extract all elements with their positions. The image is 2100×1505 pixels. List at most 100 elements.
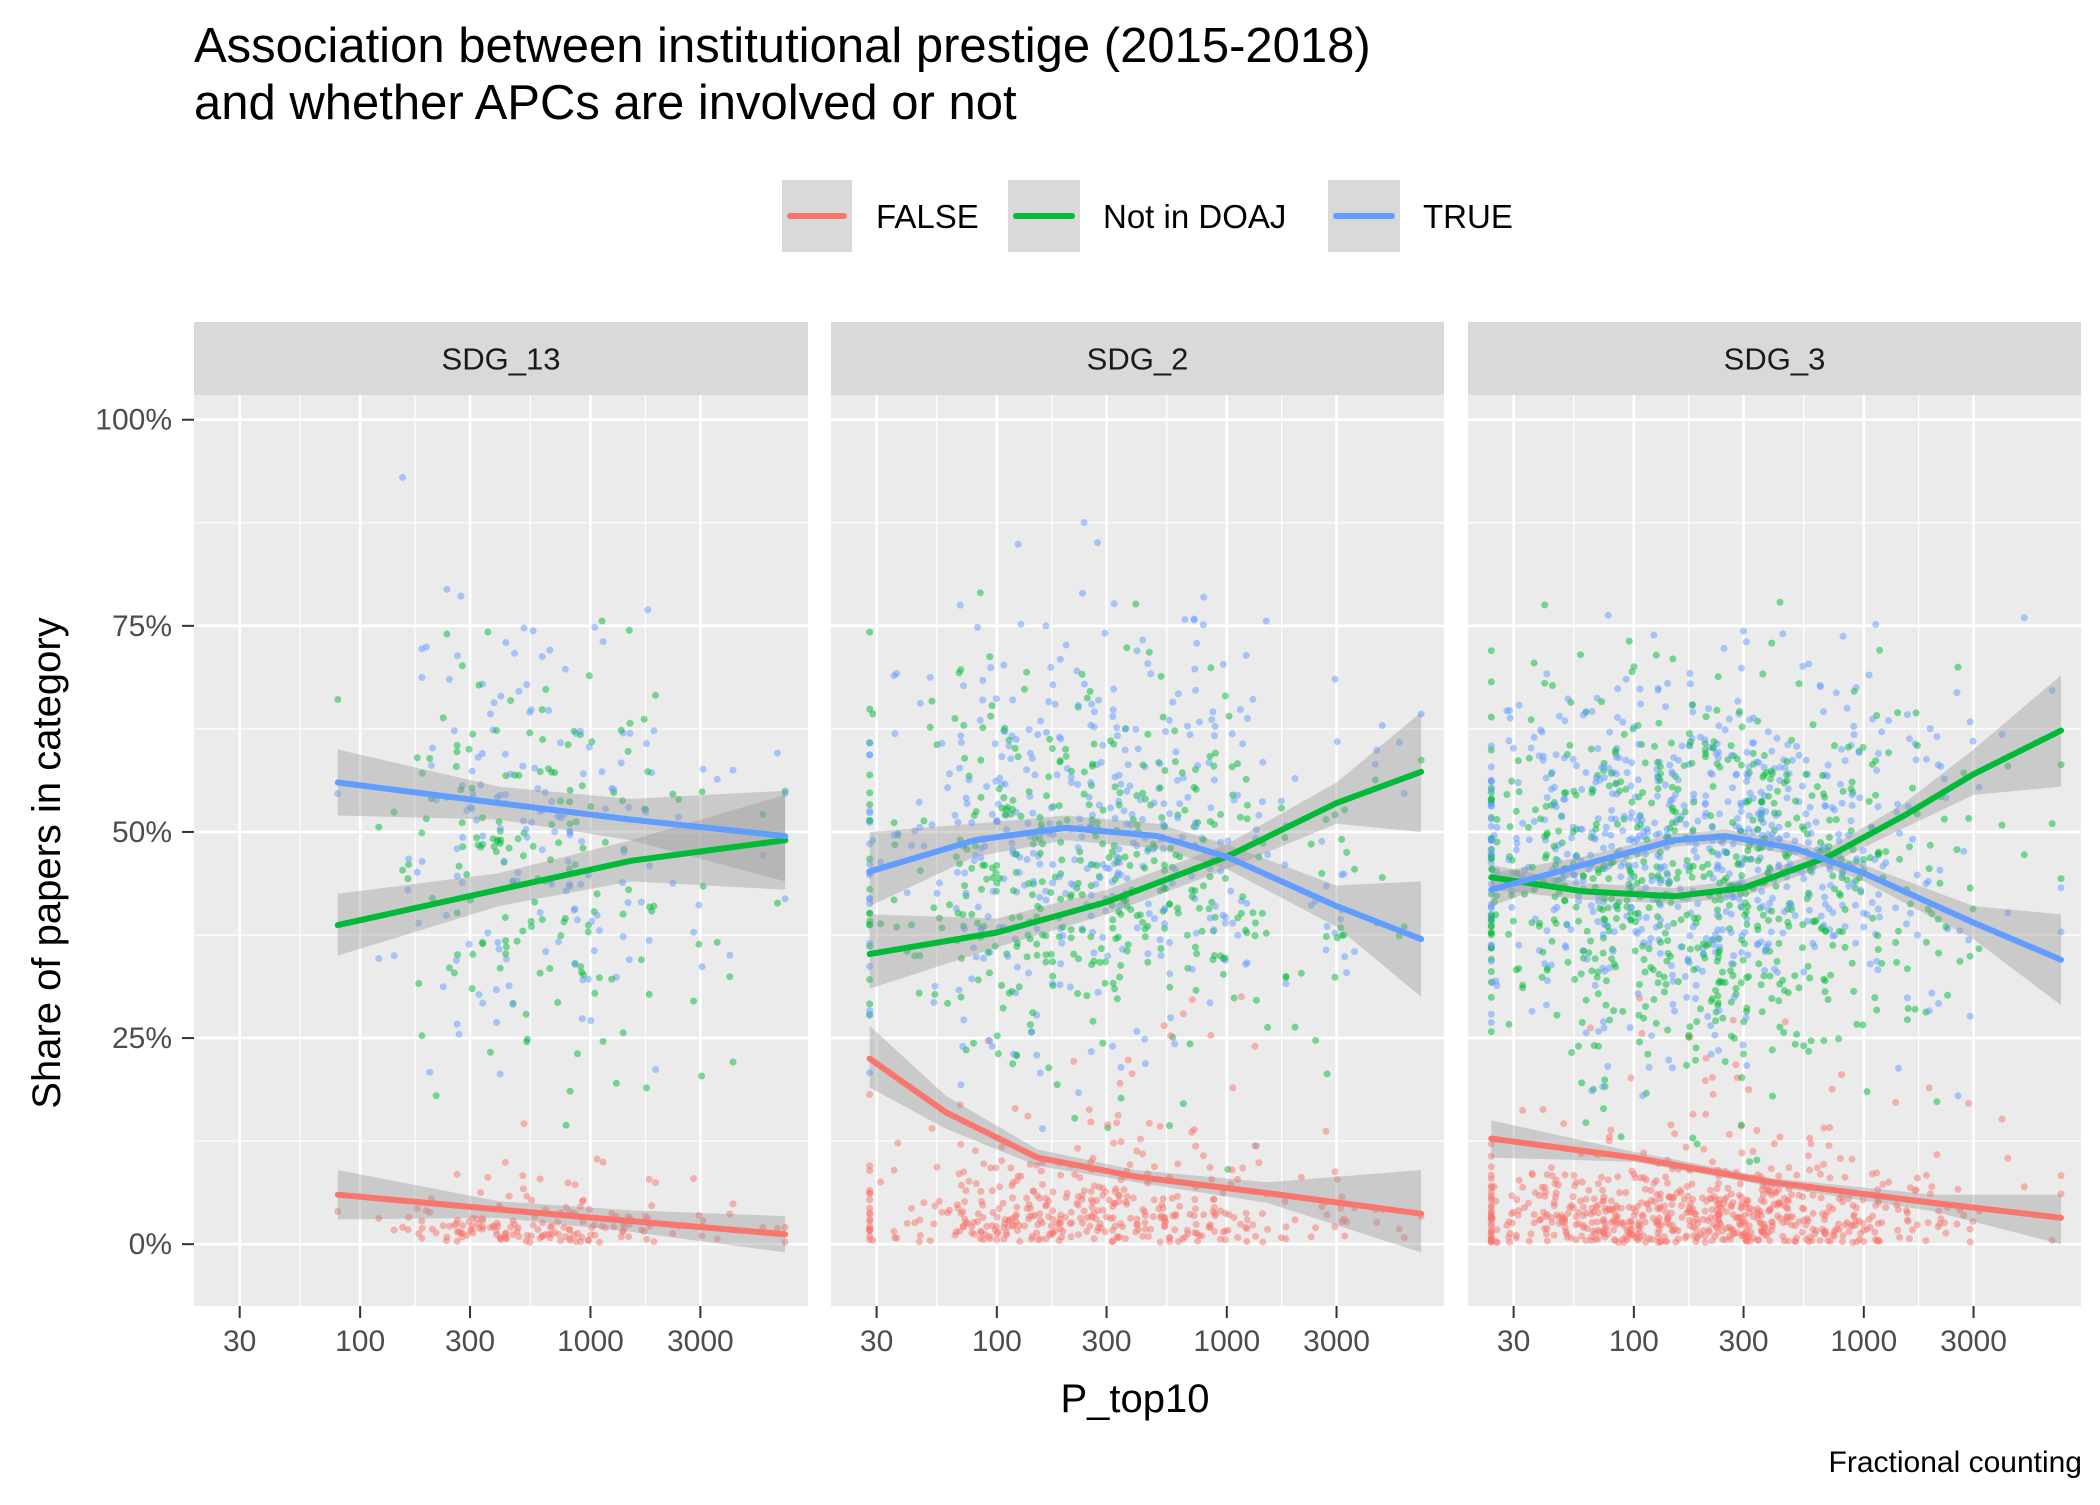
data-point-false <box>1669 1226 1677 1234</box>
data-point-true <box>1594 745 1602 753</box>
data-point-false <box>1042 1194 1050 1202</box>
data-point-not-in-doaj <box>1088 762 1096 770</box>
data-point-true <box>619 933 627 941</box>
data-point-not-in-doaj <box>1034 902 1042 910</box>
data-point-not-in-doaj <box>415 980 423 987</box>
data-point-false <box>908 1204 915 1212</box>
data-point-not-in-doaj <box>1605 927 1613 935</box>
data-point-false <box>1307 1233 1315 1241</box>
data-point-not-in-doaj <box>1107 737 1115 745</box>
data-point-not-in-doaj <box>978 885 985 893</box>
data-point-true <box>1024 820 1032 827</box>
data-point-true <box>1542 774 1550 782</box>
data-point-false <box>1745 1086 1753 1094</box>
data-point-not-in-doaj <box>1036 849 1044 857</box>
data-point-false <box>1806 1134 1814 1142</box>
data-point-false <box>453 1228 461 1236</box>
data-point-false <box>418 1224 426 1232</box>
data-point-true <box>1633 929 1641 937</box>
data-point-not-in-doaj <box>572 818 580 826</box>
data-point-true <box>1025 726 1033 734</box>
data-point-false <box>1087 1188 1095 1195</box>
data-point-true <box>1956 927 1964 935</box>
data-point-not-in-doaj <box>554 999 562 1006</box>
data-point-true <box>1701 812 1709 820</box>
data-point-not-in-doaj <box>1922 938 1930 946</box>
data-point-not-in-doaj <box>478 814 486 822</box>
data-point-not-in-doaj <box>1192 986 1200 994</box>
data-point-true <box>1029 849 1037 857</box>
data-point-not-in-doaj <box>1717 896 1725 904</box>
data-point-false <box>1029 1212 1037 1220</box>
data-point-false <box>1527 1230 1535 1238</box>
data-point-true <box>1101 629 1109 637</box>
data-point-not-in-doaj <box>1759 773 1767 781</box>
data-point-false <box>1188 1128 1196 1136</box>
data-point-true <box>1548 768 1556 776</box>
data-point-false <box>576 1203 584 1211</box>
data-point-false <box>1251 1042 1259 1050</box>
data-point-not-in-doaj <box>866 855 874 863</box>
data-point-false <box>1662 1173 1670 1181</box>
data-point-not-in-doaj <box>971 842 979 850</box>
data-point-not-in-doaj <box>1872 791 1880 799</box>
data-point-false <box>429 1225 436 1233</box>
data-point-true <box>1047 663 1055 671</box>
data-point-true <box>1722 893 1730 901</box>
data-point-not-in-doaj <box>866 909 874 917</box>
data-point-true <box>965 776 973 784</box>
data-point-not-in-doaj <box>1648 799 1656 807</box>
data-point-true <box>996 774 1004 782</box>
data-point-true <box>1188 965 1196 973</box>
data-point-true <box>1637 700 1645 708</box>
data-point-true <box>1543 977 1551 984</box>
data-point-true <box>1594 918 1602 926</box>
data-point-not-in-doaj <box>926 723 934 731</box>
data-point-false <box>1341 1232 1349 1240</box>
data-point-not-in-doaj <box>1139 789 1147 797</box>
data-point-not-in-doaj <box>418 769 426 777</box>
data-point-true <box>595 927 603 934</box>
data-point-true <box>1021 881 1028 889</box>
data-point-false <box>992 1164 1000 1172</box>
data-point-false <box>1395 1225 1403 1233</box>
data-point-true <box>1210 926 1218 934</box>
data-point-false <box>954 1204 962 1212</box>
data-point-not-in-doaj <box>1788 736 1795 744</box>
data-point-true <box>1896 829 1904 837</box>
data-point-not-in-doaj <box>1548 682 1556 689</box>
data-point-true <box>1133 647 1141 655</box>
data-point-false <box>560 1223 568 1231</box>
data-point-not-in-doaj <box>1116 973 1124 981</box>
data-point-false <box>1229 1084 1237 1092</box>
data-point-false <box>1550 1231 1558 1239</box>
data-point-false <box>1896 1233 1904 1241</box>
data-point-false <box>1587 1233 1595 1241</box>
data-point-not-in-doaj <box>1713 706 1721 714</box>
data-point-not-in-doaj <box>1650 996 1658 1003</box>
data-point-false <box>1835 1220 1843 1228</box>
data-point-false <box>1587 1024 1595 1032</box>
data-point-not-in-doaj <box>1654 758 1661 766</box>
data-point-not-in-doaj <box>869 710 877 718</box>
data-point-not-in-doaj <box>493 727 501 734</box>
legend-item-true: TRUE <box>1328 180 1513 252</box>
data-point-true <box>1111 773 1119 781</box>
data-point-true <box>1816 681 1824 689</box>
data-point-false <box>1875 1198 1883 1206</box>
data-point-not-in-doaj <box>981 861 989 869</box>
data-point-false <box>1134 1226 1142 1234</box>
x-tick-label: 3000 <box>667 1325 734 1358</box>
data-point-false <box>1541 1192 1549 1200</box>
data-point-not-in-doaj <box>1617 1133 1625 1141</box>
data-point-true <box>541 788 549 796</box>
data-point-false <box>523 1192 531 1200</box>
data-point-not-in-doaj <box>1683 1061 1691 1069</box>
data-point-false <box>1664 1179 1672 1187</box>
data-point-not-in-doaj <box>959 911 967 918</box>
data-point-not-in-doaj <box>1729 819 1736 827</box>
data-point-not-in-doaj <box>1136 911 1144 919</box>
data-point-not-in-doaj <box>1874 932 1882 940</box>
data-point-not-in-doaj <box>1850 987 1858 995</box>
data-point-true <box>1733 814 1741 822</box>
